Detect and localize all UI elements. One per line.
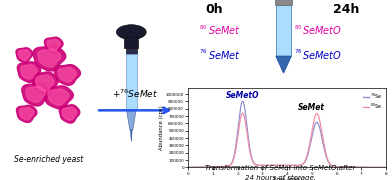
Polygon shape: [44, 86, 73, 109]
Text: $\it{SeMetO}$: $\it{SeMetO}$: [302, 49, 342, 61]
Polygon shape: [44, 37, 63, 53]
Polygon shape: [126, 48, 137, 54]
Polygon shape: [131, 130, 132, 141]
Text: SeMetO: SeMetO: [226, 91, 260, 100]
Text: $\it{SeMet}$: $\it{SeMet}$: [208, 49, 241, 61]
Legend: $^{76}$Se, $^{80}$Se: $^{76}$Se, $^{80}$Se: [362, 91, 384, 112]
Polygon shape: [124, 37, 138, 48]
Y-axis label: Abundance (cps): Abundance (cps): [160, 105, 164, 150]
Text: $^{80}$: $^{80}$: [294, 24, 302, 33]
Polygon shape: [276, 56, 291, 73]
Text: 0h: 0h: [206, 3, 223, 16]
Polygon shape: [16, 48, 33, 63]
X-axis label: Time (min): Time (min): [272, 177, 302, 180]
Polygon shape: [18, 50, 30, 60]
Polygon shape: [59, 105, 80, 123]
Polygon shape: [38, 49, 61, 67]
Polygon shape: [54, 65, 80, 85]
Polygon shape: [17, 62, 41, 82]
Polygon shape: [126, 54, 137, 110]
Text: Se-enriched yeast: Se-enriched yeast: [15, 155, 83, 164]
Polygon shape: [36, 75, 54, 91]
Text: $\it{SeMet}$: $\it{SeMet}$: [208, 24, 241, 36]
Ellipse shape: [116, 25, 146, 39]
Polygon shape: [20, 108, 34, 120]
Text: $^{80}$: $^{80}$: [199, 24, 208, 33]
Polygon shape: [47, 39, 60, 51]
Polygon shape: [275, 0, 292, 5]
Polygon shape: [127, 110, 136, 130]
Text: 24h: 24h: [333, 3, 359, 16]
Text: $^{76}$: $^{76}$: [294, 49, 302, 58]
Polygon shape: [48, 89, 69, 105]
Text: SeMet: SeMet: [298, 103, 325, 112]
Polygon shape: [58, 68, 76, 82]
Polygon shape: [16, 105, 37, 122]
Polygon shape: [62, 107, 77, 120]
Polygon shape: [21, 65, 37, 79]
Text: $+^{76}\it{SeMet}$: $+^{76}\it{SeMet}$: [112, 88, 158, 100]
Text: Transformation of SeMet into SeMetO after: Transformation of SeMet into SeMetO afte…: [205, 165, 356, 171]
Polygon shape: [33, 46, 66, 71]
Text: $\it{SeMetO}$: $\it{SeMetO}$: [302, 24, 342, 36]
Text: $^{76}$: $^{76}$: [199, 49, 208, 58]
Polygon shape: [32, 72, 58, 95]
Text: 24 hours of storage.: 24 hours of storage.: [245, 175, 316, 180]
Polygon shape: [22, 83, 50, 106]
Polygon shape: [276, 5, 291, 56]
Polygon shape: [26, 86, 45, 102]
